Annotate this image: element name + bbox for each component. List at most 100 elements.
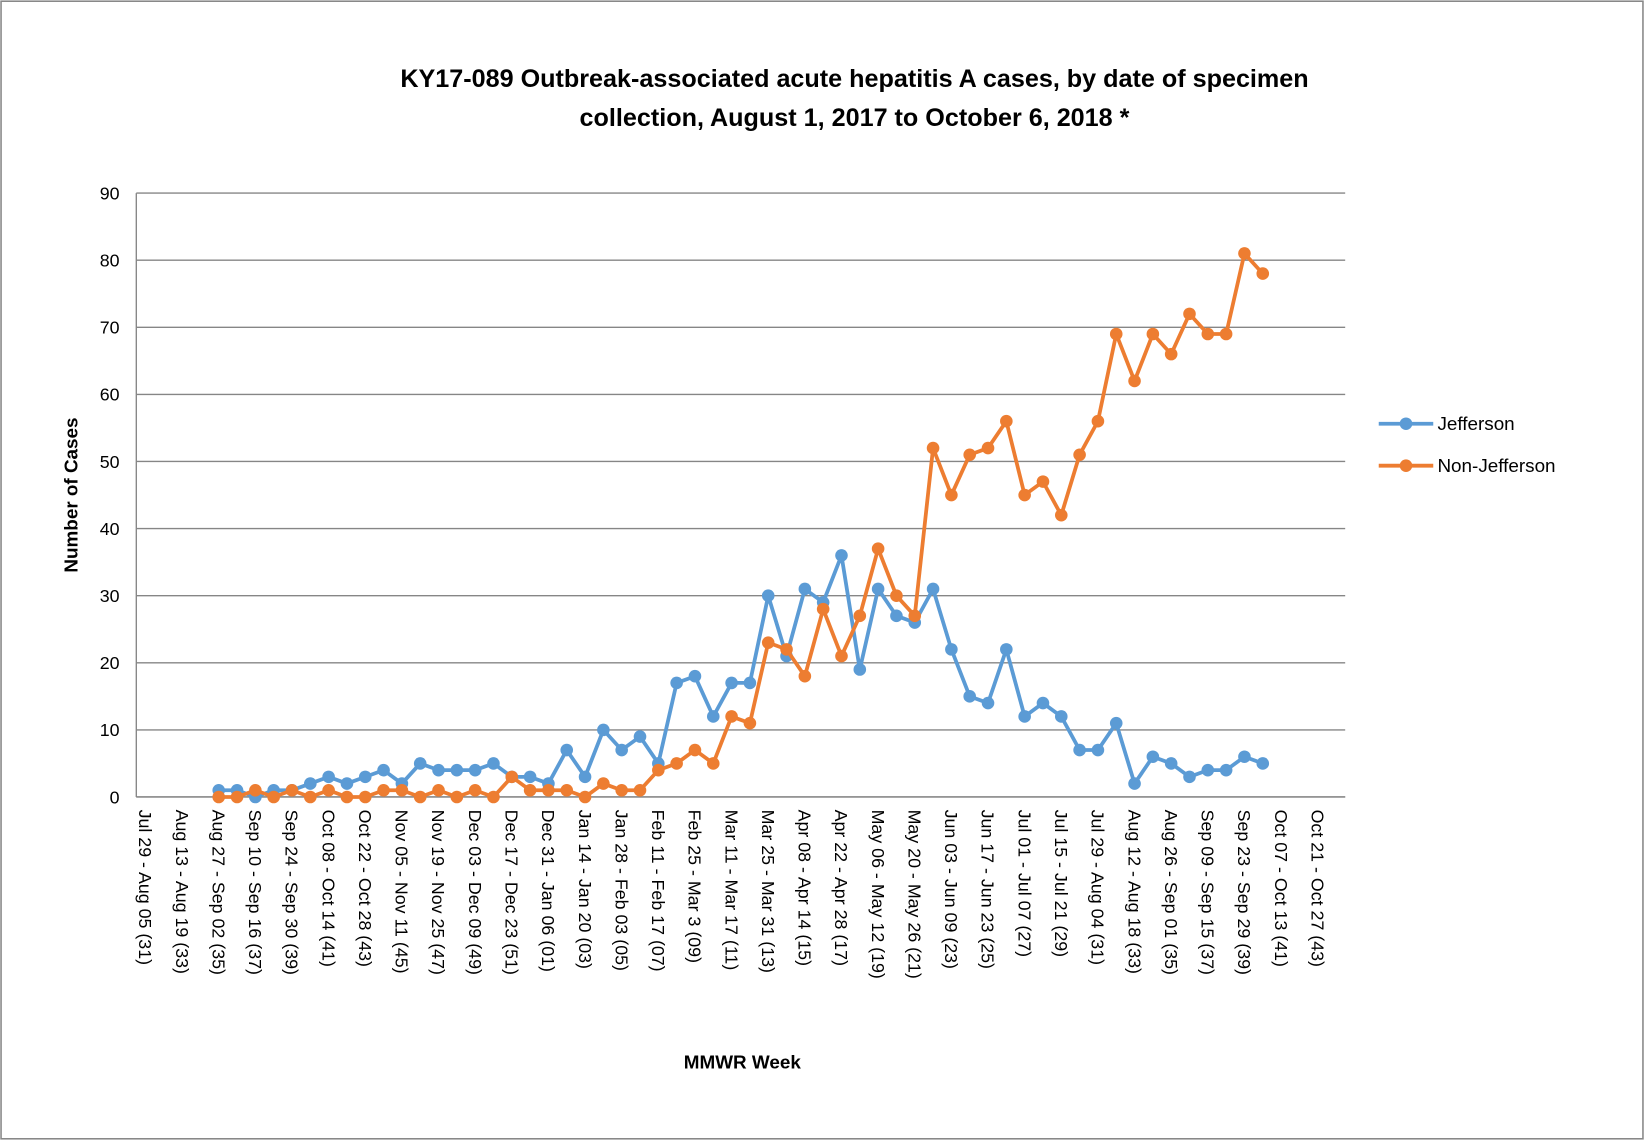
x-tick-label: Sep 23 - Sep 29 (39) [1234,810,1254,975]
data-point [1219,327,1233,341]
data-point [340,777,354,790]
data-point [1256,757,1270,770]
x-tick-label: Aug 27 - Sep 02 (35) [208,810,228,975]
y-tick-label: 40 [100,519,120,539]
x-tick-label: Dec 03 - Dec 09 (49) [465,810,485,975]
x-tick-label: May 06 - May 12 (19) [868,810,888,979]
data-point [304,790,317,804]
data-point [1146,327,1160,341]
x-tick-label: Nov 05 - Nov 11 (45) [392,810,412,974]
data-point [743,716,757,730]
data-point [578,770,592,784]
data-point [1256,267,1270,280]
data-point [871,582,885,596]
data-point [1109,716,1123,730]
data-point [725,676,738,690]
data-point [1201,327,1215,341]
data-point [615,783,628,797]
data-point [963,448,976,462]
y-tick-label: 10 [100,720,120,740]
y-tick-label: 50 [100,452,120,472]
chart-title: KY17-089 Outbreak-associated acute hepat… [400,65,1308,93]
data-point [1128,374,1141,388]
y-tick-label: 70 [100,318,120,338]
data-point [450,763,464,777]
chart-title: collection, August 1, 2017 to October 6,… [580,104,1130,132]
data-point [981,696,995,710]
x-tick-label: Mar 25 - Mar 31 (13) [758,810,778,973]
x-tick-label: May 20 - May 26 (21) [904,810,924,979]
data-point [1183,770,1196,784]
data-point [1201,763,1215,777]
x-tick-label: Jan 14 - Jan 20 (03) [575,810,595,969]
data-point [1091,414,1105,428]
x-tick-label: Jul 15 - Jul 21 (29) [1051,810,1071,958]
data-point [853,609,867,623]
data-point [1073,448,1086,462]
x-tick-label: Jul 29 - Aug 05 (31) [135,810,155,965]
data-point [523,770,537,784]
legend-marker [1399,459,1413,472]
data-point [615,743,628,757]
data-point [853,663,867,676]
x-tick-label: Oct 08 - Oct 14 (41) [318,810,338,967]
x-tick-label: Dec 31 - Jan 06 (01) [538,810,558,972]
data-point [1164,757,1178,770]
data-point [633,783,647,797]
data-point [963,690,976,703]
data-point [560,743,574,757]
data-point [487,757,500,770]
data-point [761,589,775,602]
x-tick-label: Jul 01 - Jul 07 (27) [1014,810,1034,958]
data-point [322,783,335,797]
x-tick-label: Sep 09 - Sep 15 (37) [1198,810,1218,975]
data-point [1018,710,1031,723]
data-point [468,763,482,777]
data-point [871,542,885,556]
data-point [1238,247,1251,260]
series-line [218,553,1264,799]
data-point [267,790,280,804]
data-point [597,723,610,737]
data-point [1146,750,1160,764]
x-tick-label: Feb 11 - Feb 17 (07) [648,810,668,972]
x-tick-label: Sep 24 - Sep 30 (39) [282,810,302,975]
legend-marker [1399,417,1413,431]
data-point [560,783,574,797]
series-line [218,251,1265,799]
data-point [340,790,354,804]
data-point [1128,777,1141,790]
data-point [725,710,738,723]
data-point [1164,347,1178,361]
legend-label: Jefferson [1437,413,1514,434]
x-tick-label: Feb 25 - Mar 3 (09) [685,810,705,963]
data-point [432,783,445,797]
x-tick-label: Jul 29 - Aug 04 (31) [1088,810,1108,965]
x-tick-label: Mar 11 - Mar 17 (11) [721,810,741,971]
x-tick-label: Dec 17 - Dec 23 (51) [501,810,521,975]
data-point [633,730,647,743]
data-point [1000,414,1013,428]
y-tick-label: 0 [110,787,120,807]
data-point [1091,743,1105,757]
x-tick-label: Aug 12 - Aug 18 (33) [1124,810,1144,974]
data-point [413,790,427,804]
data-point [670,676,683,690]
data-point [468,783,482,797]
data-point [578,790,592,804]
data-point [304,777,317,790]
data-point [798,582,812,596]
data-point [230,790,244,804]
data-point [249,783,262,797]
x-tick-label: Aug 26 - Sep 01 (35) [1161,810,1181,975]
data-point [505,770,519,784]
data-point [981,441,995,455]
data-point [285,783,299,797]
y-axis-label: Number of Cases [61,417,82,572]
data-point [597,777,610,790]
data-point [1238,750,1251,764]
data-point [652,763,665,777]
y-tick-label: 30 [100,586,120,606]
